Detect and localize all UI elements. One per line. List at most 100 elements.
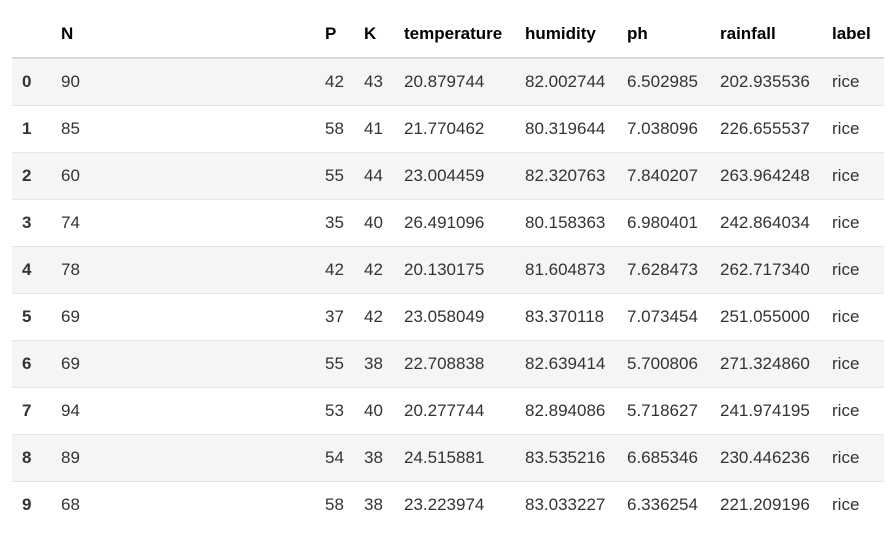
header-row: N P K temperature humidity ph rainfall l… [12,11,884,59]
column-header-humidity: humidity [525,11,627,59]
cell-temperature: 26.491096 [404,199,525,247]
cell-label: rice [832,495,860,514]
dataframe-table: N P K temperature humidity ph rainfall l… [12,11,884,528]
cell-temperature: 23.004459 [404,152,525,200]
table-row: 1 85 58 41 21.770462 80.319644 7.038096 … [12,105,884,153]
cell-temperature: 24.515881 [404,434,525,482]
table-row: 3 74 35 40 26.491096 80.158363 6.980401 … [12,199,884,247]
cell-temperature: 20.277744 [404,387,525,435]
cell-n: 69 [61,340,325,388]
cell-p: 58 [325,495,344,514]
cell-ph: 6.685346 [627,434,720,482]
cell-rainfall: 241.974195 [720,387,832,435]
cell-ph: 6.502985 [627,58,720,106]
cell-ph: 7.073454 [627,293,720,341]
table-row: 0 90 42 43 20.879744 82.002744 6.502985 … [12,58,884,106]
cell-temperature: 22.708838 [404,340,525,388]
row-index: 2 [12,152,61,200]
table-row: 8 89 54 38 24.515881 83.535216 6.685346 … [12,434,884,482]
cell-n: 89 [61,434,325,482]
table-header: N P K temperature humidity ph rainfall l… [12,11,884,59]
cell-rainfall: 251.055000 [720,293,832,341]
index-header [12,11,61,59]
cell-rainfall: 242.864034 [720,199,832,247]
cell-humidity: 81.604873 [525,246,627,294]
cell-temperature: 20.130175 [404,246,525,294]
cell-k: 40 [364,387,404,435]
table-row: 7 94 53 40 20.277744 82.894086 5.718627 … [12,387,884,435]
cell-label: rice [832,434,884,482]
cell-ph: 6.980401 [627,199,720,247]
cell-ph: 6.336254 [627,495,698,514]
cell-k: 42 [364,246,404,294]
row-index: 4 [12,246,61,294]
cell-label: rice [832,152,884,200]
cell-k: 43 [364,58,404,106]
column-header-k: K [364,11,404,59]
cell-k: 41 [364,105,404,153]
cell-ph: 7.840207 [627,152,720,200]
table-row: 6 69 55 38 22.708838 82.639414 5.700806 … [12,340,884,388]
cell-humidity: 82.320763 [525,152,627,200]
cell-n: 69 [61,293,325,341]
cell-humidity: 83.033227 [525,495,606,514]
table-row: 4 78 42 42 20.130175 81.604873 7.628473 … [12,246,884,294]
cell-label: rice [832,293,884,341]
cell-p: 53 [325,387,364,435]
cell-k: 38 [364,495,383,514]
table-row: 2 60 55 44 23.004459 82.320763 7.840207 … [12,152,884,200]
cell-k: 42 [364,293,404,341]
column-header-temperature: temperature [404,11,525,59]
cell-k: 38 [364,434,404,482]
cell-k: 44 [364,152,404,200]
column-header-n: N [61,11,325,59]
row-index: 5 [12,293,61,341]
row-index: 8 [12,434,61,482]
cell-rainfall: 262.717340 [720,246,832,294]
cell-temperature: 23.058049 [404,293,525,341]
cell-label: rice [832,340,884,388]
cell-ph: 5.718627 [627,387,720,435]
cell-ph: 5.700806 [627,340,720,388]
row-index: 0 [12,58,61,106]
column-header-p: P [325,11,364,59]
cell-label: rice [832,105,884,153]
cell-k: 38 [364,340,404,388]
table-row: 9 68 58 38 23.223974 83.033227 6.336254 … [12,482,884,529]
cell-rainfall: 226.655537 [720,105,832,153]
cell-p: 58 [325,105,364,153]
cell-humidity: 82.894086 [525,387,627,435]
cell-label: rice [832,246,884,294]
cell-n: 74 [61,199,325,247]
cell-ph: 7.038096 [627,105,720,153]
column-header-ph: ph [627,11,720,59]
cell-ph: 7.628473 [627,246,720,294]
table-body: 0 90 42 43 20.879744 82.002744 6.502985 … [12,58,884,528]
cell-n: 94 [61,387,325,435]
cell-temperature: 21.770462 [404,105,525,153]
cell-n: 60 [61,152,325,200]
cell-k: 40 [364,199,404,247]
cell-label: rice [832,199,884,247]
cell-p: 55 [325,152,364,200]
cell-rainfall: 221.209196 [720,495,810,514]
table-row: 5 69 37 42 23.058049 83.370118 7.073454 … [12,293,884,341]
cell-p: 55 [325,340,364,388]
cell-humidity: 83.535216 [525,434,627,482]
row-index: 7 [12,387,61,435]
cell-humidity: 80.319644 [525,105,627,153]
row-index: 6 [12,340,61,388]
cell-p: 37 [325,293,364,341]
cell-n: 68 [61,495,80,514]
cell-n: 85 [61,105,325,153]
cell-p: 42 [325,246,364,294]
row-index: 3 [12,199,61,247]
cell-label: rice [832,58,884,106]
cell-rainfall: 202.935536 [720,58,832,106]
cell-humidity: 83.370118 [525,293,627,341]
column-header-label: label [832,11,884,59]
cell-humidity: 80.158363 [525,199,627,247]
cell-p: 42 [325,58,364,106]
cell-humidity: 82.639414 [525,340,627,388]
cell-p: 54 [325,434,364,482]
